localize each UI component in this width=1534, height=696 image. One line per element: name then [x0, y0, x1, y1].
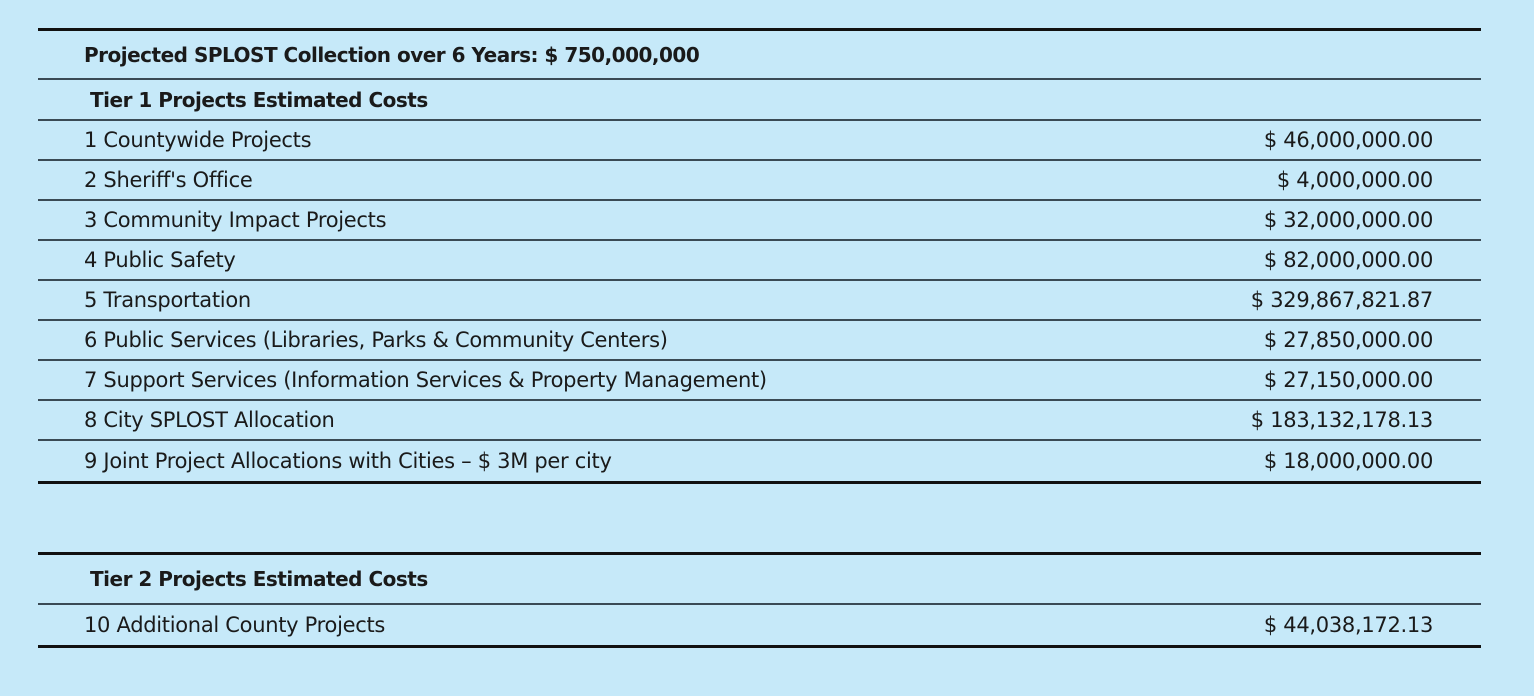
summary-row: Projected SPLOST Collection over 6 Years… — [38, 31, 1481, 80]
project-label: 3 Community Impact Projects — [84, 208, 387, 232]
tier2-heading: Tier 2 Projects Estimated Costs — [90, 567, 428, 591]
project-amount: $ 27,150,000.00 — [1263, 368, 1433, 392]
project-label: 6 Public Services (Libraries, Parks & Co… — [84, 328, 668, 352]
project-amount: $ 44,038,172.13 — [1263, 613, 1433, 637]
table-row: 6 Public Services (Libraries, Parks & Co… — [38, 321, 1481, 361]
summary-title: Projected SPLOST Collection over 6 Years… — [84, 42, 700, 67]
project-label: 7 Support Services (Information Services… — [84, 368, 767, 392]
project-label: 2 Sheriff's Office — [84, 168, 253, 192]
project-amount: $ 82,000,000.00 — [1263, 248, 1433, 272]
project-amount: $ 4,000,000.00 — [1276, 168, 1433, 192]
project-amount: $ 183,132,178.13 — [1250, 408, 1434, 432]
tier2-table: Tier 2 Projects Estimated Costs 10 Addit… — [38, 552, 1481, 648]
table-row: 2 Sheriff's Office $ 4,000,000.00 — [38, 161, 1481, 201]
project-label: 10 Additional County Projects — [84, 613, 386, 637]
table-row: 1 Countywide Projects $ 46,000,000.00 — [38, 121, 1481, 161]
tier1-table: Projected SPLOST Collection over 6 Years… — [38, 28, 1481, 484]
project-label: 8 City SPLOST Allocation — [84, 408, 335, 432]
project-amount: $ 18,000,000.00 — [1263, 449, 1433, 473]
project-amount: $ 32,000,000.00 — [1263, 208, 1433, 232]
table-row: 3 Community Impact Projects $ 32,000,000… — [38, 201, 1481, 241]
table-row: 7 Support Services (Information Services… — [38, 361, 1481, 401]
project-label: 5 Transportation — [84, 288, 251, 312]
project-label: 9 Joint Project Allocations with Cities … — [84, 449, 612, 473]
project-amount: $ 46,000,000.00 — [1263, 128, 1433, 152]
project-amount: $ 27,850,000.00 — [1263, 328, 1433, 352]
table-row: 5 Transportation $ 329,867,821.87 — [38, 281, 1481, 321]
table-row: 4 Public Safety $ 82,000,000.00 — [38, 241, 1481, 281]
tier1-heading: Tier 1 Projects Estimated Costs — [90, 87, 428, 112]
project-label: 1 Countywide Projects — [84, 128, 312, 152]
table-row: 10 Additional County Projects $ 44,038,1… — [38, 605, 1481, 645]
table-row: 8 City SPLOST Allocation $ 183,132,178.1… — [38, 401, 1481, 441]
tier1-heading-row: Tier 1 Projects Estimated Costs — [38, 80, 1481, 121]
table-row: 9 Joint Project Allocations with Cities … — [38, 441, 1481, 481]
tier2-heading-row: Tier 2 Projects Estimated Costs — [38, 555, 1481, 605]
project-label: 4 Public Safety — [84, 248, 236, 272]
project-amount: $ 329,867,821.87 — [1250, 288, 1434, 312]
